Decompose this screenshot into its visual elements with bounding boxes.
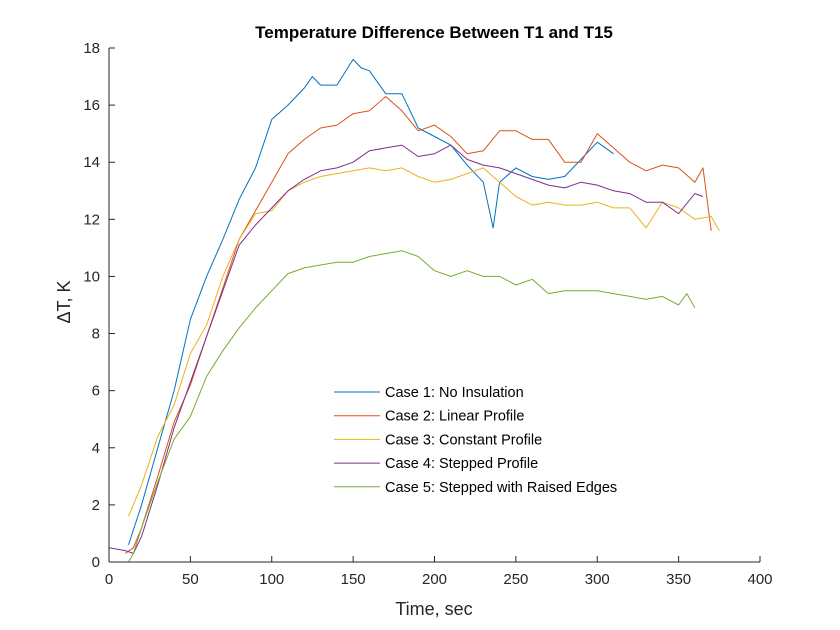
plot-lines [108, 58, 720, 563]
legend-label-2: Case 2: Linear Profile [385, 409, 524, 425]
x-tick-label: 350 [666, 571, 691, 588]
x-tick-label: 250 [503, 571, 528, 588]
x-tick-label: 0 [105, 571, 113, 588]
x-tick-label: 400 [747, 571, 772, 588]
x-tick-label: 50 [182, 571, 199, 588]
x-tick-label: 150 [341, 571, 366, 588]
legend-label-1: Case 1: No Insulation [385, 385, 524, 401]
y-tick-label: 0 [92, 554, 100, 571]
x-tick-label: 300 [585, 571, 610, 588]
axes [108, 47, 761, 563]
legend-label-3: Case 3: Constant Profile [385, 432, 542, 448]
y-tick-label: 18 [83, 40, 100, 57]
y-axis-label: ΔT, K [54, 280, 74, 323]
x-tick-label: 100 [259, 571, 284, 588]
series-line-1 [128, 58, 614, 546]
y-tick-label: 8 [92, 326, 100, 343]
series-line-5 [128, 250, 696, 563]
y-tick-label: 6 [92, 383, 100, 400]
legend-label-4: Case 4: Stepped Profile [385, 456, 538, 472]
x-tick-label: 200 [422, 571, 447, 588]
y-tick-label: 12 [83, 211, 100, 228]
y-tick-label: 2 [92, 497, 100, 514]
x-axis-label: Time, sec [395, 599, 472, 619]
chart-title: Temperature Difference Between T1 and T1… [255, 23, 613, 42]
y-tick-label: 16 [83, 97, 100, 114]
legend-label-5: Case 5: Stepped with Raised Edges [385, 480, 617, 496]
tick-labels: 0 50 100 150 200 250 300 350 400 0 2 4 6 8 10 12 14 16 18 [83, 40, 772, 588]
y-tick-label: 10 [83, 268, 100, 285]
y-tick-label: 4 [92, 440, 100, 457]
series-line-3 [128, 167, 720, 517]
series-line-4 [108, 144, 704, 554]
legend: Case 1: No Insulation Case 2: Linear Prof… [334, 385, 617, 496]
y-tick-label: 14 [83, 154, 100, 171]
